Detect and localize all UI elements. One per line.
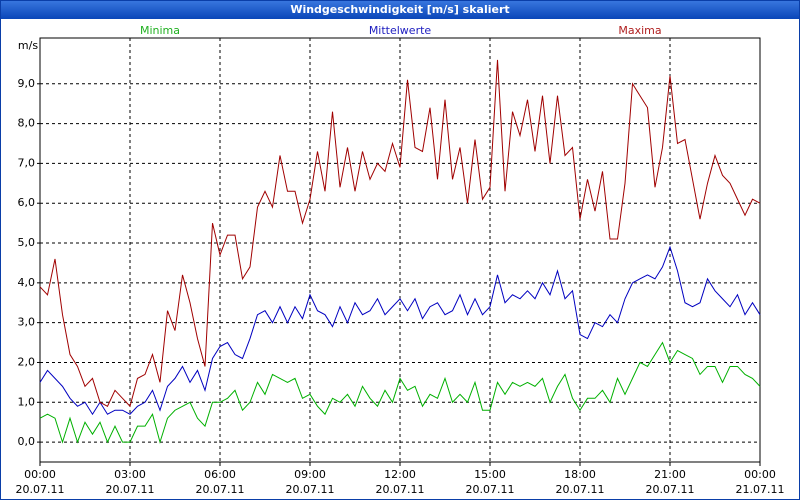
y-tick-label: 2,0: [18, 355, 36, 368]
title-bar: [0, 0, 800, 19]
x-tick-label: 12:00: [384, 468, 416, 481]
x-tick-date: 20.07.11: [556, 483, 605, 496]
x-tick-date: 20.07.11: [376, 483, 425, 496]
x-tick-date: 20.07.11: [646, 483, 695, 496]
y-unit: m/s: [18, 39, 38, 52]
y-tick-label: 1,0: [18, 395, 36, 408]
legend-label: Mittelwerte: [369, 24, 432, 37]
legend-label: Minima: [140, 24, 180, 37]
window-title: Windgeschwindigkeit [m/s] skaliert: [290, 3, 509, 16]
y-tick-label: 6,0: [18, 196, 36, 209]
legend-label: Maxima: [618, 24, 661, 37]
y-tick-label: 8,0: [18, 117, 36, 130]
x-tick-date: 21.07.11: [736, 483, 785, 496]
x-tick-label: 18:00: [564, 468, 596, 481]
x-tick-date: 20.07.11: [106, 483, 155, 496]
x-tick-label: 00:00: [744, 468, 776, 481]
y-tick-label: 9,0: [18, 77, 36, 90]
series-line: [39, 341, 761, 444]
x-tick-date: 20.07.11: [286, 483, 335, 496]
x-tick-label: 09:00: [294, 468, 326, 481]
y-tick-label: 0,0: [18, 435, 36, 448]
x-tick-label: 00:00: [24, 468, 56, 481]
x-tick-label: 06:00: [204, 468, 236, 481]
series-line: [39, 245, 761, 416]
x-tick-label: 03:00: [114, 468, 146, 481]
x-tick-label: 15:00: [474, 468, 506, 481]
y-tick-label: 7,0: [18, 156, 36, 169]
x-tick-label: 21:00: [654, 468, 686, 481]
x-tick-date: 20.07.11: [466, 483, 515, 496]
y-tick-label: 4,0: [18, 276, 36, 289]
y-tick-label: 5,0: [18, 236, 36, 249]
x-tick-date: 20.07.11: [196, 483, 245, 496]
y-tick-label: 3,0: [18, 316, 36, 329]
series-line: [39, 59, 761, 408]
x-tick-date: 20.07.11: [16, 483, 65, 496]
